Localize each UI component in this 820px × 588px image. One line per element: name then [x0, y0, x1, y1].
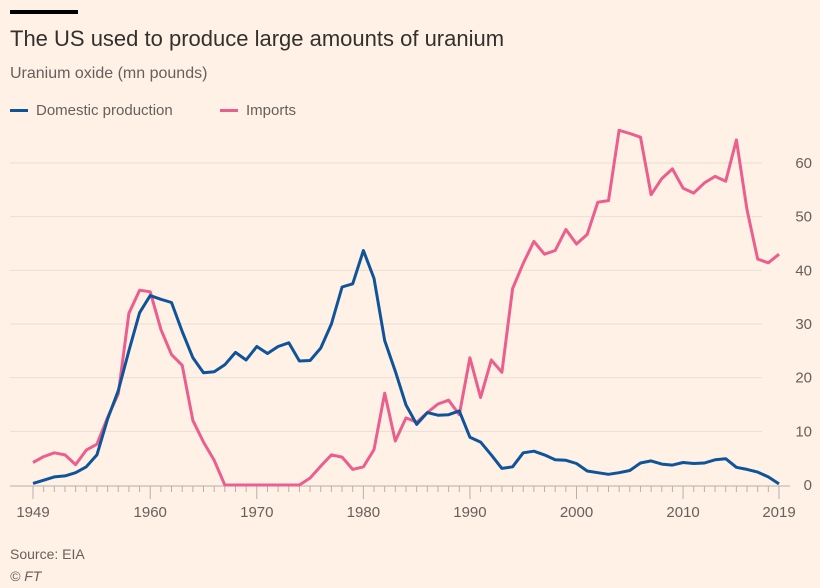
x-tick-label: 2010	[666, 504, 699, 521]
y-tick-label: 30	[795, 316, 812, 333]
x-tick-label: 1970	[240, 504, 273, 521]
series-line-imports	[32, 128, 780, 487]
chart-title: The US used to produce large amounts of …	[10, 26, 505, 51]
ft-credit: © FT	[10, 568, 42, 584]
legend-domestic: Domestic production	[10, 102, 173, 119]
legend-swatch-imports	[220, 109, 238, 112]
y-tick-label: 40	[795, 262, 812, 279]
y-tick-label: 50	[795, 209, 812, 226]
x-tick-label: 1990	[453, 504, 486, 521]
ft-header-bar	[10, 10, 78, 14]
y-tick-label: 60	[795, 155, 812, 172]
x-tick-label: 1960	[134, 504, 167, 521]
legend-imports: Imports	[220, 102, 296, 119]
series-line-domestic-production	[32, 249, 780, 486]
y-tick-label: 20	[795, 370, 812, 387]
legend-label-domestic: Domestic production	[36, 102, 173, 119]
chart-subtitle: Uranium oxide (mn pounds)	[10, 65, 208, 82]
source-note: Source: EIA	[10, 546, 85, 562]
legend-label-imports: Imports	[246, 102, 297, 119]
legend-swatch-domestic	[10, 109, 28, 112]
x-tick-label: 1980	[347, 504, 380, 521]
x-tick-label: 1949	[16, 504, 49, 521]
y-tick-label: 0	[804, 477, 812, 494]
x-tick-label: 2019	[762, 504, 795, 521]
x-tick-label: 2000	[560, 504, 593, 521]
y-tick-label: 10	[795, 423, 812, 440]
